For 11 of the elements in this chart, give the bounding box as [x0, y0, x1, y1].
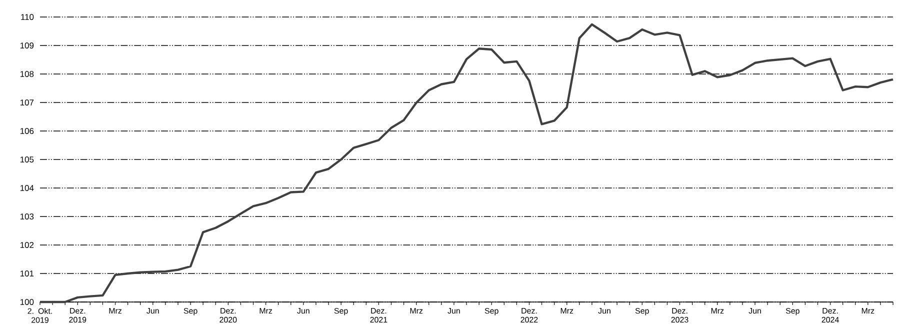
- y-tick-label: 101: [20, 270, 34, 276]
- y-tick-label: 103: [20, 214, 34, 220]
- y-tick-label: 107: [20, 100, 34, 106]
- y-tick-label: 110: [21, 14, 34, 20]
- y-tick-label: 104: [20, 185, 34, 191]
- y-tick-label: 106: [20, 128, 34, 134]
- y-tick-label: 102: [20, 242, 34, 248]
- y-tick-label: 109: [20, 42, 34, 48]
- y-tick-label: 100: [20, 299, 34, 305]
- y-tick-label: 105: [20, 156, 34, 162]
- y-tick-label: 108: [20, 71, 34, 77]
